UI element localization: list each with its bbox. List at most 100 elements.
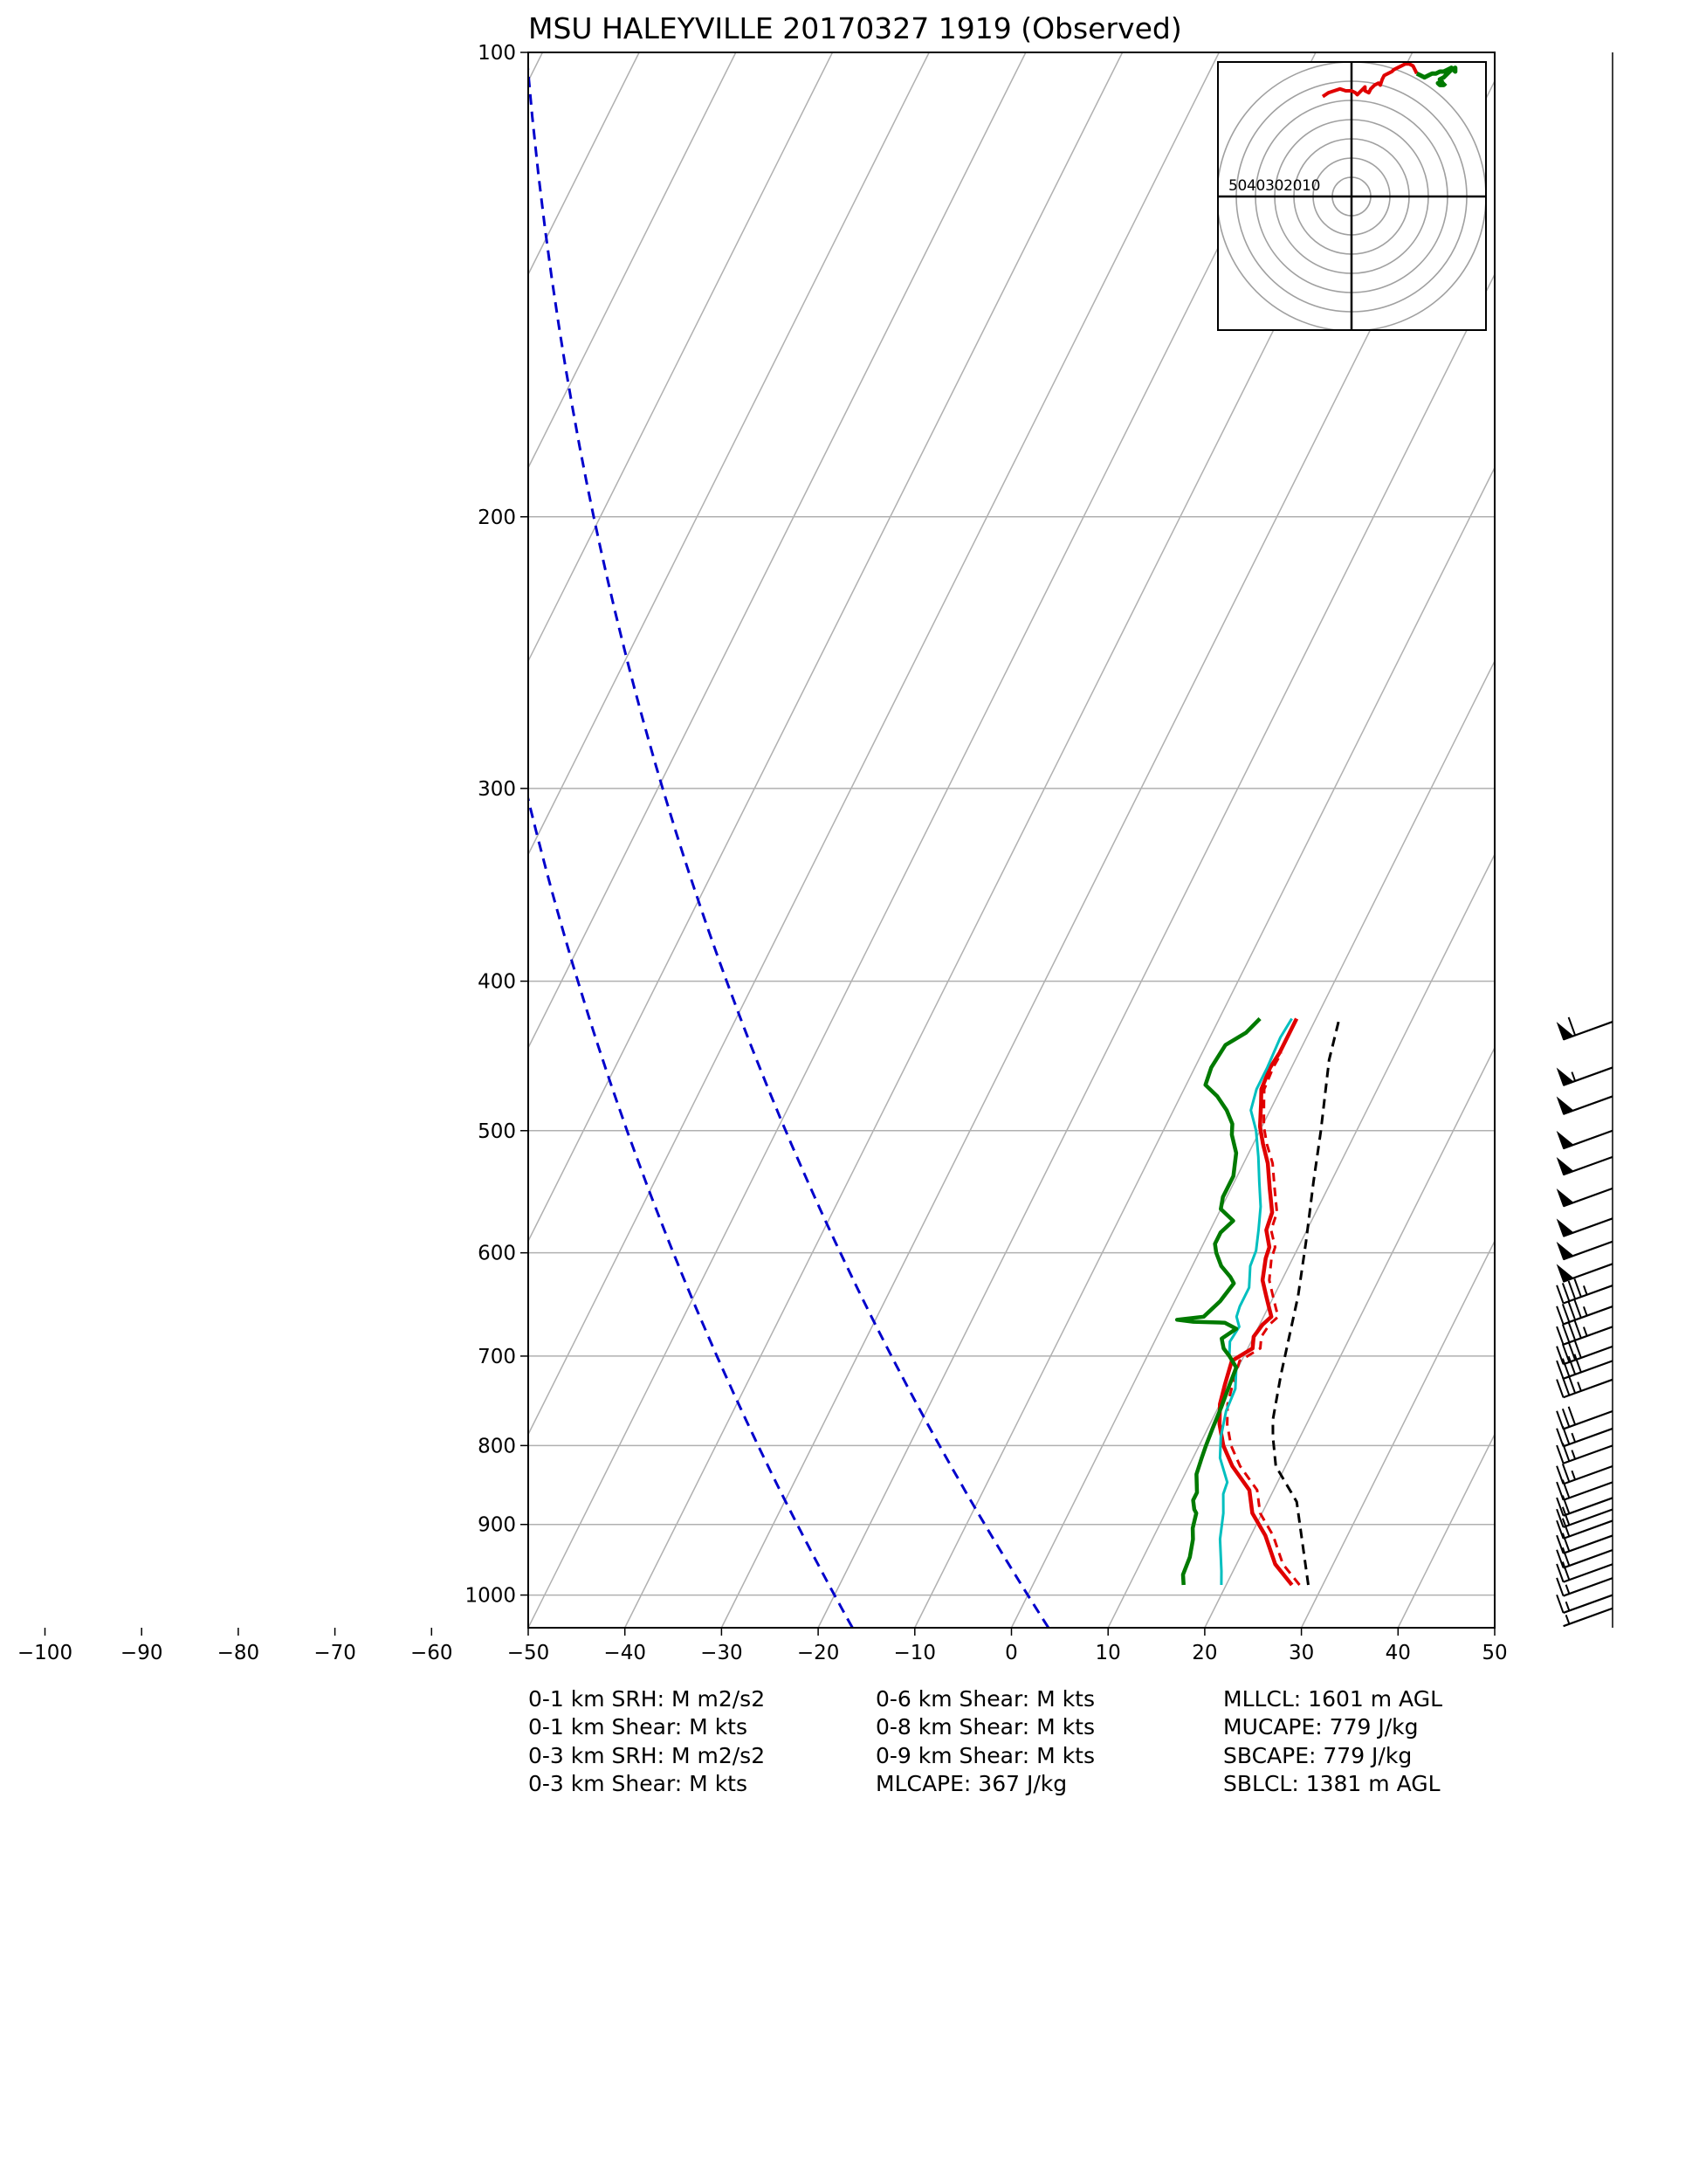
x-tick-label: 20 [1192, 1642, 1217, 1664]
x-tick-label: 40 [1386, 1642, 1411, 1664]
wind-barbs [1556, 52, 1613, 1628]
wind-barb [1556, 1495, 1613, 1517]
x-tick-label: −10 [894, 1642, 937, 1664]
wind-barb [1556, 1319, 1613, 1346]
wind-barb [1556, 1354, 1613, 1380]
y-tick-label: 200 [478, 506, 516, 529]
isotherm-line [528, 52, 544, 83]
isotherm-line [528, 52, 1124, 1243]
x-tick-label: −20 [797, 1642, 840, 1664]
sounding-profiles [1174, 1016, 1340, 1587]
isotherm-line [0, 52, 446, 1628]
x-tick-label: −100 [17, 1642, 72, 1664]
y-tick-label: 700 [478, 1346, 516, 1368]
hodograph-ring-labels: 5040302010 [1228, 177, 1320, 195]
wet-bulb-line [1218, 1017, 1293, 1586]
stat-shear-0-6km: 0-6 km Shear: M kts [876, 1686, 1096, 1712]
stat-srh-0-1km: 0-1 km SRH: M m2/s2 [528, 1686, 766, 1712]
wind-barb [1556, 1547, 1613, 1569]
isotherm-line [0, 52, 252, 1628]
y-tick-label: 600 [478, 1243, 516, 1265]
isotherm-line [1010, 659, 1495, 1628]
stats-column-1: 0-1 km SRH: M m2/s2 0-1 km Shear: M kts … [528, 1685, 765, 1799]
wind-barb [1556, 1463, 1613, 1485]
y-tick-label: 500 [478, 1120, 516, 1143]
wind-barb [1556, 1278, 1613, 1305]
isotherm-line [528, 52, 834, 663]
wind-barb [1556, 1155, 1613, 1176]
dewpoint-line [1174, 1016, 1262, 1586]
wind-barb [1556, 1299, 1613, 1326]
wind-barb [1556, 1129, 1613, 1150]
wind-barb [1556, 1217, 1613, 1237]
wind-barb [1556, 1016, 1613, 1041]
hodograph-trace-high [1415, 65, 1458, 87]
x-tick-label: 50 [1482, 1642, 1507, 1664]
wind-barb [1556, 1374, 1613, 1399]
isotherm-line [1300, 1239, 1495, 1628]
dry-adiabats [528, 58, 1050, 1628]
isotherm-line [528, 52, 1027, 1050]
x-axis: −100 −90 −80 −70 −60 −50 −40 −30 −20 −10 0 10 20 30 40… [17, 1628, 1508, 1664]
y-axis: 1000 900 800 700 600 500 400 300 200 100 [464, 42, 528, 1608]
temperature-line [1217, 1017, 1299, 1587]
isotherm-line [1204, 1046, 1495, 1628]
wind-barb [1556, 1095, 1613, 1115]
pressure-gridlines [528, 52, 1495, 1596]
isotherm-line [914, 465, 1495, 1628]
x-tick-label: −80 [217, 1642, 260, 1664]
stat-sbcape: SBCAPE: 779 J/kg [1223, 1742, 1413, 1768]
x-tick-label: −30 [700, 1642, 743, 1664]
dry-adiabat-line [528, 58, 1050, 1628]
wind-barb [1556, 1577, 1613, 1597]
wind-barb [1556, 1533, 1613, 1554]
wind-barb [1556, 1263, 1613, 1283]
y-tick-label: 100 [478, 42, 516, 65]
isotherm-line [528, 52, 737, 470]
stat-mllcl: MLLCL: 1601 m AGL [1223, 1686, 1443, 1712]
wind-barb [1556, 1187, 1613, 1208]
wind-barb [1556, 1561, 1613, 1583]
hodograph-frame [1217, 61, 1487, 331]
x-tick-label: −90 [120, 1642, 163, 1664]
x-tick-label: 10 [1096, 1642, 1121, 1664]
x-tick-label: 0 [1005, 1642, 1018, 1664]
stat-mlcape: MLCAPE: 367 J/kg [876, 1771, 1068, 1797]
x-tick-label: −50 [507, 1642, 550, 1664]
wind-barb [1563, 1607, 1613, 1628]
wind-barb [1556, 1594, 1613, 1615]
x-tick-label: −40 [603, 1642, 646, 1664]
isotherm-line [0, 52, 349, 1628]
isotherm-line [528, 52, 930, 857]
wind-barb [1556, 1339, 1613, 1366]
stats-column-2: 0-6 km Shear: M kts 0-8 km Shear: M kts … [876, 1685, 1095, 1799]
y-tick-label: 800 [478, 1435, 516, 1457]
chart-title: MSU HALEYVILLE 20170327 1919 (Observed) [528, 11, 1182, 45]
dry-adiabat-line [528, 793, 854, 1628]
stat-sblcl: SBLCL: 1381 m AGL [1223, 1771, 1441, 1797]
isotherm-line [528, 52, 1317, 1628]
isotherm-line [528, 52, 1220, 1436]
stat-shear-0-3km: 0-3 km Shear: M kts [528, 1771, 748, 1797]
y-tick-label: 300 [478, 778, 516, 801]
parcel-line [1271, 1021, 1340, 1586]
x-tick-label: −70 [313, 1642, 356, 1664]
wind-barb [1556, 1240, 1613, 1261]
wind-barb [1556, 1406, 1613, 1430]
isotherm-line [1494, 1626, 1495, 1628]
stat-srh-0-3km: 0-3 km SRH: M m2/s2 [528, 1742, 766, 1768]
hodograph-inset: 5040302010 [1217, 61, 1487, 331]
hodograph-trace-low [1321, 62, 1419, 99]
y-tick-label: 400 [478, 971, 516, 994]
y-tick-label: 1000 [464, 1585, 516, 1608]
stat-shear-0-1km: 0-1 km Shear: M kts [528, 1714, 748, 1740]
wind-barb [1556, 1066, 1613, 1086]
stats-column-3: MLLCL: 1601 m AGL MUCAPE: 779 J/kg SBCAP… [1223, 1685, 1442, 1799]
wind-barb [1556, 1518, 1613, 1540]
isotherm-line [528, 52, 640, 276]
virtual-temperature-line [1226, 1051, 1301, 1586]
x-tick-label: −60 [410, 1642, 453, 1664]
y-tick-label: 900 [478, 1514, 516, 1537]
wind-barb [1556, 1506, 1613, 1528]
